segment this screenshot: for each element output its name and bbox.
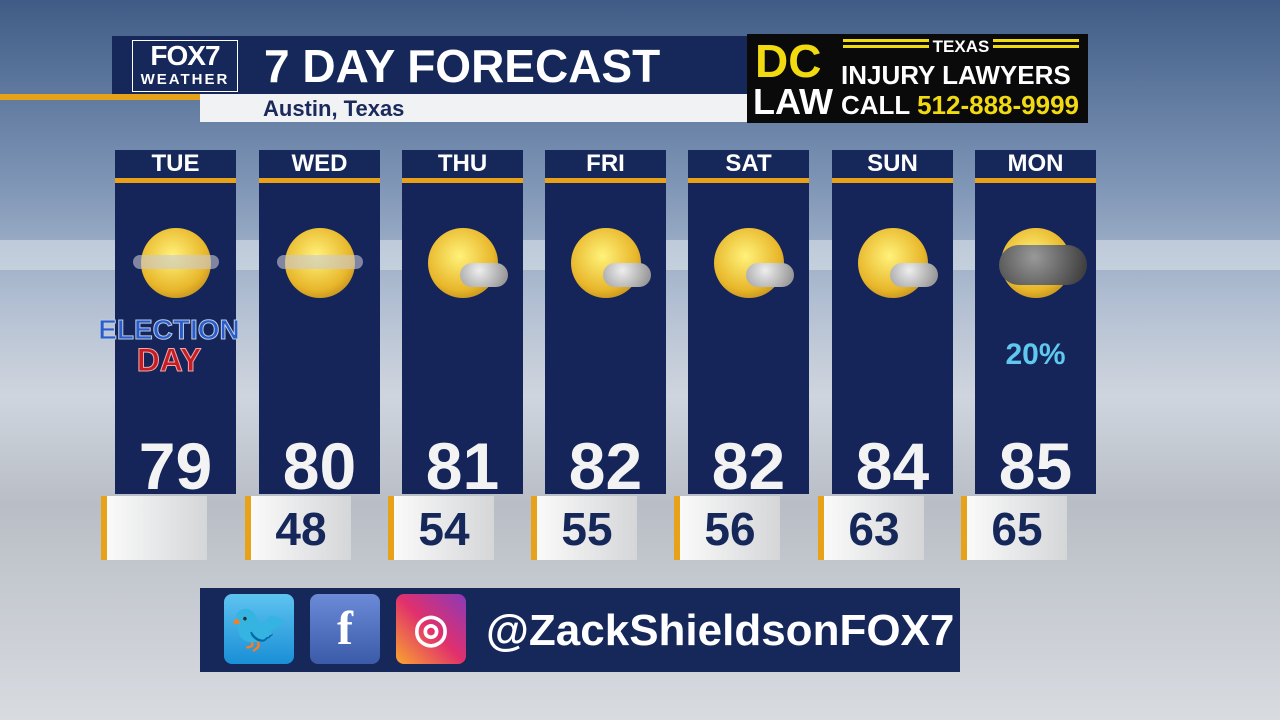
cloud-icon — [890, 263, 938, 287]
day-column-tue: TUE ELECTION DAY 79 — [98, 150, 240, 503]
haze-icon — [277, 255, 363, 269]
high-temp: 79 — [138, 429, 213, 503]
day-label: FRI — [545, 150, 666, 178]
accent-line — [688, 178, 809, 183]
accent-line — [115, 178, 236, 183]
logo-subtext: WEATHER — [133, 71, 237, 89]
page-title: 7 DAY FORECAST — [264, 40, 661, 92]
accent-line — [402, 178, 523, 183]
location-bar — [200, 94, 752, 122]
sponsor-ad: DC LAW TEXAS INJURY LAWYERS CALL 512-888… — [747, 34, 1088, 123]
accent-line — [259, 178, 380, 183]
precip-chance: 20% — [1005, 338, 1066, 371]
storm-cloud-icon — [999, 245, 1087, 285]
day-label: THU — [402, 150, 523, 178]
forecast-panel: 82 — [545, 183, 666, 503]
day-column-fri: FRI 82 — [545, 150, 666, 503]
accent-line — [975, 178, 1096, 183]
day-label: SAT — [688, 150, 809, 178]
location-label: Austin, Texas — [263, 96, 405, 121]
low-temp: 56 — [674, 496, 780, 560]
forecast-panel: 20% 85 — [975, 183, 1096, 503]
forecast-panel: 84 — [832, 183, 953, 503]
cloud-icon — [460, 263, 508, 287]
high-temp: 84 — [855, 429, 930, 503]
haze-icon — [133, 255, 219, 269]
ad-call-label: CALL — [841, 90, 910, 120]
ad-tagline: INJURY LAWYERS — [841, 60, 1071, 90]
ad-call: CALL 512-888-9999 — [841, 90, 1079, 120]
high-temp: 80 — [282, 429, 357, 503]
badge-line1: ELECTION — [98, 314, 241, 345]
day-column-thu: THU 81 — [402, 150, 523, 503]
cloud-icon — [746, 263, 794, 287]
day-label: TUE — [115, 150, 236, 178]
high-temp: 85 — [998, 429, 1073, 503]
twitter-icon: 🐦 — [224, 594, 294, 664]
day-column-sat: SAT 82 — [688, 150, 809, 503]
accent-line — [832, 178, 953, 183]
social-bar: 🐦 f ◎ @ZackShieldsonFOX7 — [200, 588, 960, 672]
low-temp: 65 — [961, 496, 1067, 560]
high-temp: 82 — [568, 429, 643, 503]
forecast-panel: 80 — [259, 183, 380, 503]
ad-phone: 512-888-9999 — [917, 90, 1080, 120]
accent-line — [0, 94, 200, 100]
day-label: WED — [259, 150, 380, 178]
forecast-panel: ELECTION DAY 79 — [98, 183, 240, 503]
election-day-badge: ELECTION DAY — [93, 314, 245, 378]
low-temp: 55 — [531, 496, 637, 560]
day-label: MON — [975, 150, 1096, 178]
day-column-sun: SUN 84 — [832, 150, 953, 503]
logo-text: FOX7 — [150, 40, 220, 71]
ad-brand-top: DC — [755, 35, 822, 87]
instagram-icon: ◎ — [396, 594, 466, 664]
day-column-wed: WED 80 — [259, 150, 380, 503]
badge-line2: DAY — [136, 342, 202, 378]
low-temp: 48 — [245, 496, 351, 560]
facebook-icon: f — [310, 594, 380, 664]
ad-region-text: TEXAS — [928, 37, 994, 56]
accent-line — [545, 178, 666, 183]
social-handle: @ZackShieldsonFOX7 — [486, 606, 955, 655]
forecast-panel: 82 — [688, 183, 809, 503]
low-temp: 63 — [818, 496, 924, 560]
ad-region: TEXAS — [843, 37, 1079, 56]
fox7-weather-logo: FOX7 WEATHER — [132, 40, 238, 92]
low-temp: 54 — [388, 496, 494, 560]
day-column-mon: MON 20% 85 — [975, 150, 1096, 503]
forecast-panel: 81 — [402, 183, 523, 503]
high-temp: 81 — [425, 429, 500, 503]
high-temp: 82 — [711, 429, 786, 503]
day-label: SUN — [832, 150, 953, 178]
cloud-icon — [603, 263, 651, 287]
ad-brand-bottom: LAW — [753, 81, 833, 122]
low-temp — [101, 496, 207, 560]
